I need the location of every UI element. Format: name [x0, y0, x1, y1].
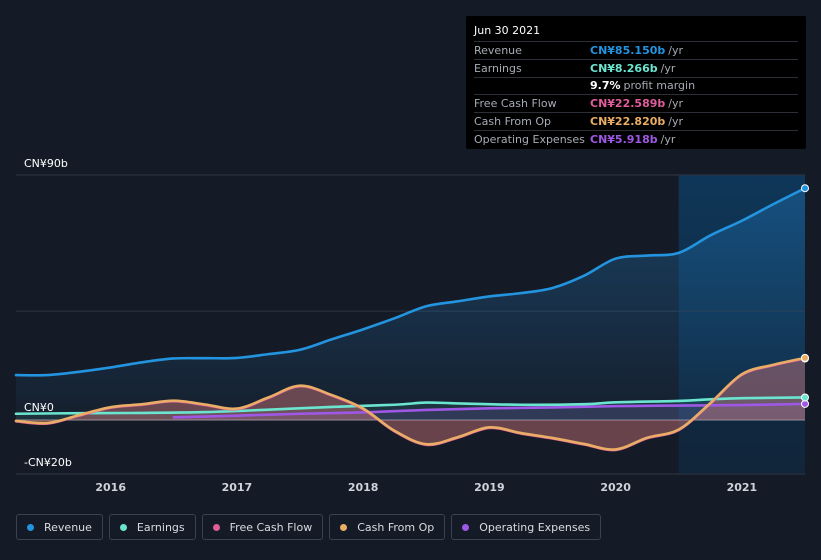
legend-dot-icon	[462, 523, 470, 531]
tooltip-label: Earnings	[474, 61, 522, 75]
y-tick-label: CN¥0	[24, 401, 54, 414]
legend-label: Free Cash Flow	[229, 520, 313, 534]
tooltip-unit: /yr	[660, 61, 676, 75]
tooltip-label: Free Cash Flow	[474, 97, 557, 111]
revenue-endpoint	[801, 184, 809, 193]
x-tick-label: 2021	[726, 481, 758, 494]
tooltip-row: Earnings CN¥8.266b/yr	[474, 60, 798, 78]
operating-expenses-line	[172, 402, 807, 419]
tooltip-value: CN¥22.589b	[590, 97, 666, 111]
legend-dot-icon	[212, 523, 220, 531]
legend-label: Operating Expenses	[479, 520, 591, 534]
cash-from-op-area	[16, 357, 805, 450]
tooltip-row: Cash From Op CN¥22.820b/yr	[474, 113, 798, 131]
revenue-area	[16, 188, 805, 420]
tooltip-value: CN¥8.266b	[590, 61, 658, 75]
tooltip-label: Cash From Op	[474, 115, 552, 129]
legend-item-earnings[interactable]: Earnings	[108, 514, 196, 540]
x-tick-label: 2016	[95, 481, 126, 494]
tooltip-value: CN¥22.820b	[590, 115, 666, 129]
tooltip-panel: Jun 30 2021 Revenue CN¥85.150b/yr Earnings…	[466, 16, 806, 149]
x-tick-label: 2018	[347, 481, 379, 494]
y-tick-label: CN¥90b	[24, 157, 68, 170]
earnings-line	[14, 396, 807, 416]
legend-dot-icon	[27, 523, 34, 531]
legend-item-cash-from-op[interactable]: Cash From Op	[329, 514, 446, 540]
legend-dot-icon	[340, 523, 348, 531]
legend-label: Earnings	[136, 520, 185, 534]
legend-item-operating-expenses[interactable]: Operating Expenses	[451, 514, 602, 540]
series-lines	[14, 186, 807, 452]
tooltip-unit: profit margin	[623, 79, 696, 93]
tooltip-unit: /yr	[668, 115, 684, 129]
tooltip-unit: /yr	[668, 43, 684, 57]
tooltip-value: 9.7%	[590, 79, 621, 93]
operating-expenses-area	[173, 403, 806, 420]
cash-from-op-endpoint	[801, 353, 809, 362]
x-tick-label: 2017	[221, 481, 253, 494]
tooltip-date: Jun 30 2021	[474, 22, 798, 42]
tooltip-row: Operating Expenses CN¥5.918b/yr	[474, 131, 798, 148]
legend-item-free-cash-flow[interactable]: Free Cash Flow	[201, 514, 324, 540]
legend-item-revenue[interactable]: Revenue	[16, 514, 103, 540]
series-areas	[16, 188, 806, 451]
series-endpoints	[801, 184, 809, 408]
tooltip-label: Revenue	[474, 43, 522, 57]
tooltip-unit: /yr	[660, 132, 676, 146]
legend-label: Revenue	[44, 520, 92, 534]
tooltip-row: 9.7% profit margin	[474, 78, 798, 96]
tooltip-unit: /yr	[668, 97, 684, 111]
cash-from-op-line	[14, 356, 807, 451]
tooltip-row: Free Cash Flow CN¥22.589b/yr	[474, 95, 798, 114]
x-tick-label: 2019	[474, 481, 505, 494]
earnings-endpoint	[801, 393, 809, 402]
free-cash-flow-area	[16, 358, 805, 451]
tooltip-label: Operating Expenses	[474, 132, 585, 146]
legend: Revenue Earnings Free Cash Flow Cash From O…	[16, 514, 602, 540]
tooltip-value: CN¥85.150b	[590, 43, 666, 57]
legend-dot-icon	[119, 523, 127, 531]
revenue-line	[14, 186, 807, 377]
y-tick-label: -CN¥20b	[24, 456, 72, 469]
x-tick-label: 2020	[600, 481, 631, 494]
tooltip-row: Revenue CN¥85.150b/yr	[474, 42, 798, 60]
tooltip-value: CN¥5.918b	[590, 132, 658, 146]
legend-label: Cash From Op	[357, 520, 435, 534]
